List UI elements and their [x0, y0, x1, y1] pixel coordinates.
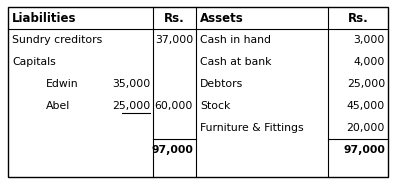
Text: Furniture & Fittings: Furniture & Fittings — [200, 123, 304, 133]
Text: Assets: Assets — [200, 12, 244, 25]
Text: 60,000: 60,000 — [154, 101, 193, 111]
Text: Cash at bank: Cash at bank — [200, 57, 272, 67]
Text: 3,000: 3,000 — [354, 35, 385, 45]
Text: Debtors: Debtors — [200, 79, 243, 89]
Text: Edwin: Edwin — [46, 79, 79, 89]
Text: 37,000: 37,000 — [155, 35, 193, 45]
Text: Liabilities: Liabilities — [12, 12, 76, 25]
Text: 97,000: 97,000 — [343, 145, 385, 155]
Text: Rs.: Rs. — [348, 12, 368, 25]
Text: Capitals: Capitals — [12, 57, 56, 67]
Text: 35,000: 35,000 — [112, 79, 150, 89]
Text: Abel: Abel — [46, 101, 70, 111]
Text: 25,000: 25,000 — [112, 101, 150, 111]
Text: 45,000: 45,000 — [347, 101, 385, 111]
Text: Stock: Stock — [200, 101, 230, 111]
Text: Cash in hand: Cash in hand — [200, 35, 271, 45]
Text: Sundry creditors: Sundry creditors — [12, 35, 102, 45]
Text: Rs.: Rs. — [164, 12, 185, 25]
Text: 20,000: 20,000 — [346, 123, 385, 133]
Text: 25,000: 25,000 — [347, 79, 385, 89]
Text: 97,000: 97,000 — [151, 145, 193, 155]
Text: 4,000: 4,000 — [354, 57, 385, 67]
